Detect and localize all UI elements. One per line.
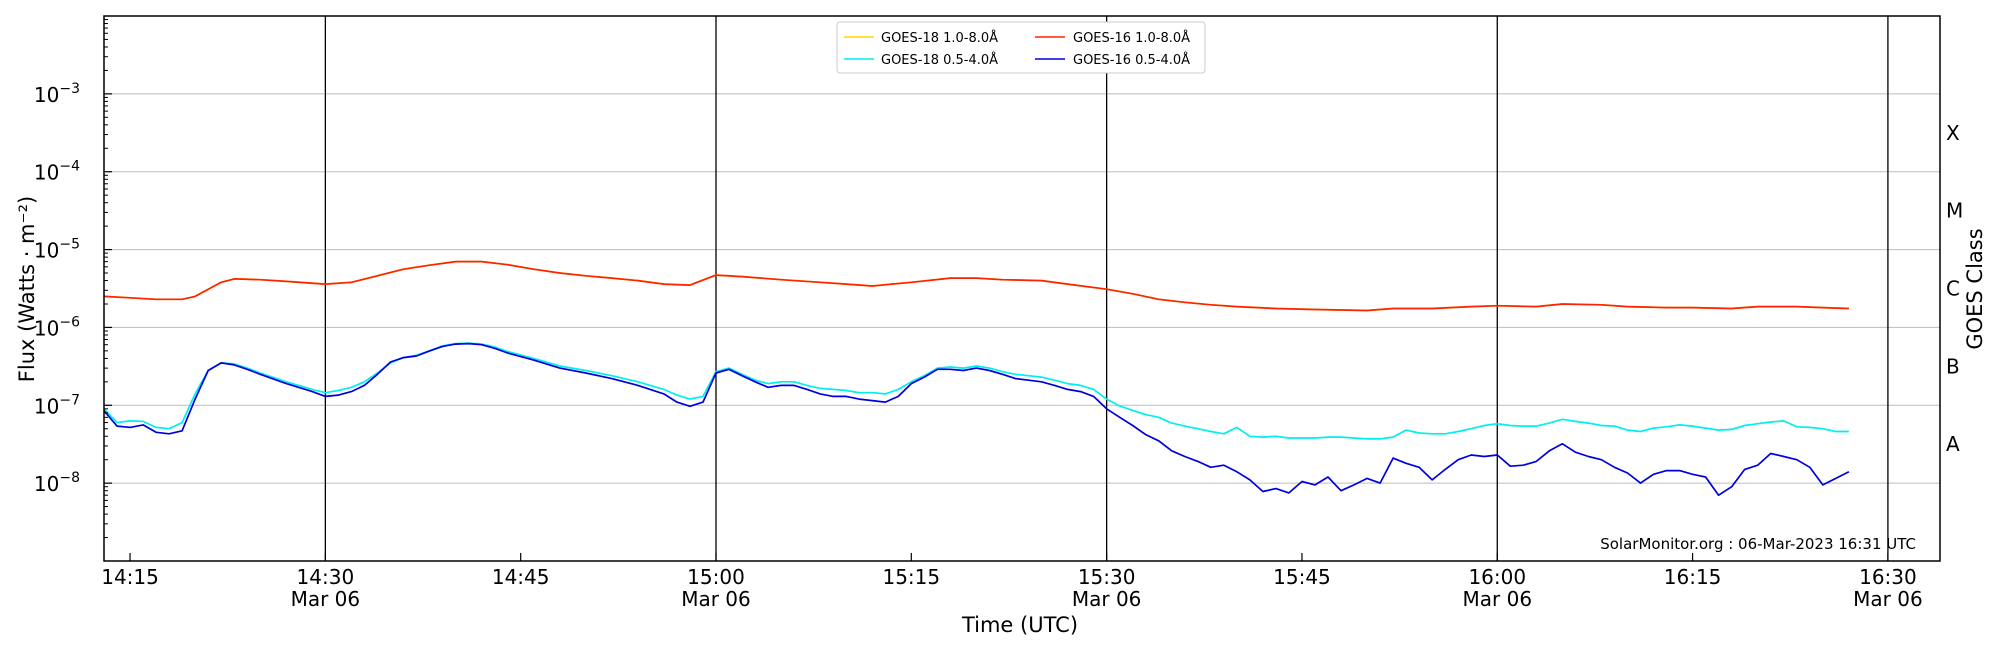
goes-class-label: A xyxy=(1946,432,1960,456)
series-line xyxy=(103,260,1849,312)
y-tick-label: 10−5 xyxy=(34,237,80,263)
x-tick-date-label: Mar 06 xyxy=(681,587,751,611)
x-tick-date-label: Mar 06 xyxy=(1463,587,1533,611)
axis-ticks xyxy=(104,19,1889,561)
x-tick-label: 14:45 xyxy=(492,565,550,589)
goes-class-label: B xyxy=(1946,354,1960,378)
y-tick-label: 10−6 xyxy=(34,314,80,340)
source-annotation: SolarMonitor.org : 06-Mar-2023 16:31 UTC xyxy=(1600,535,1916,553)
series-line xyxy=(103,342,1850,497)
data-series xyxy=(103,260,1850,497)
legend-label: GOES-18 0.5-4.0Å xyxy=(881,52,998,68)
x-tick-label: 16:15 xyxy=(1664,565,1722,589)
series-line xyxy=(103,260,1849,312)
legend-entry: GOES-16 1.0-8.0Å xyxy=(1035,30,1190,46)
goes-class-label: C xyxy=(1946,277,1960,301)
gridlines xyxy=(104,93,1940,484)
legend-label: GOES-16 0.5-4.0Å xyxy=(1073,52,1190,68)
x-tick-label: 14:15 xyxy=(101,565,159,589)
legend-entry: GOES-18 0.5-4.0Å xyxy=(844,52,998,68)
goes-class-label: X xyxy=(1946,121,1960,145)
x-axis-title: Time (UTC) xyxy=(961,613,1078,637)
legend-entry: GOES-18 1.0-8.0Å xyxy=(844,30,998,46)
legend-entry: GOES-16 0.5-4.0Å xyxy=(1035,52,1190,68)
legend-label: GOES-18 1.0-8.0Å xyxy=(881,30,998,46)
y-tick-label: 10−7 xyxy=(34,392,80,418)
plot-frame xyxy=(103,15,1941,562)
x-tick-label: 16:00 xyxy=(1468,565,1526,589)
x-tick-label: 15:30 xyxy=(1078,565,1136,589)
y-tick-label: 10−4 xyxy=(34,159,80,185)
x-tick-label: 15:15 xyxy=(882,565,940,589)
x-tick-date-label: Mar 06 xyxy=(1072,587,1142,611)
y-tick-label: 10−8 xyxy=(34,470,80,496)
x-tick-label: 15:00 xyxy=(687,565,745,589)
x-tick-label: 16:30 xyxy=(1859,565,1917,589)
x-tick-date-label: Mar 06 xyxy=(291,587,361,611)
goes-class-label: M xyxy=(1946,199,1963,223)
x-tick-label: 14:30 xyxy=(297,565,355,589)
y-tick-label: 10−3 xyxy=(34,81,80,107)
y-axis-title: Flux (Watts · m⁻²) xyxy=(15,196,39,382)
x-tick-date-label: Mar 06 xyxy=(1853,587,1923,611)
legend-label: GOES-16 1.0-8.0Å xyxy=(1073,30,1190,46)
y2-axis-title: GOES Class xyxy=(1963,228,1987,349)
legend-box xyxy=(836,21,1206,74)
goes-class-labels: A B C M X xyxy=(1946,121,1963,456)
series-line xyxy=(103,342,1849,440)
x-tick-label: 15:45 xyxy=(1273,565,1331,589)
legend: GOES-18 1.0-8.0Å GOES-18 0.5-4.0Å GOES-1… xyxy=(836,21,1206,74)
